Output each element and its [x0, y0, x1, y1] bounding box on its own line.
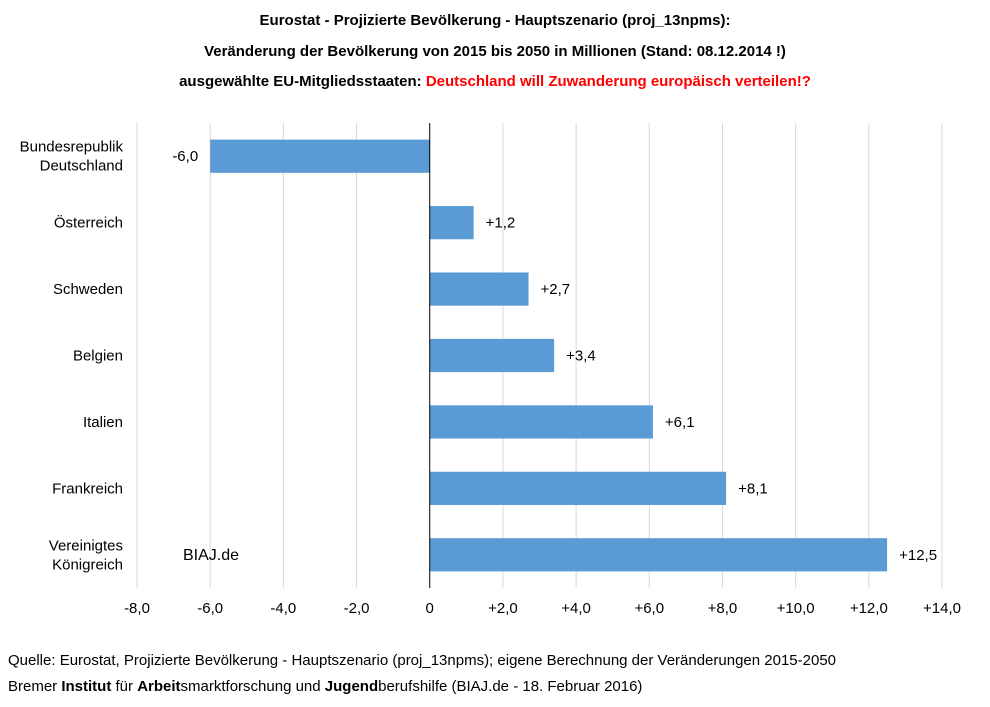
bar [429, 206, 474, 240]
category-label-line: Österreich [54, 214, 123, 232]
publisher-part-5: Jugend [324, 678, 379, 695]
publisher-part-3: Arbeit [137, 678, 181, 695]
data-label: +1,2 [486, 215, 516, 232]
x-tick-label: -4,0 [270, 600, 296, 617]
publisher-note: Bremer Institut für Arbeitsmarktforschun… [8, 678, 642, 695]
data-label: +2,7 [541, 281, 571, 298]
category-label-line: Königreich [52, 556, 123, 573]
category-label-line: Vereinigtes [49, 537, 123, 554]
title-highlight: Deutschland will Zuwanderung europäisch … [425, 73, 811, 90]
x-tick-label: -8,0 [124, 600, 150, 617]
bar [210, 139, 430, 173]
source-note: Quelle: Eurostat, Projizierte Bevölkerun… [8, 652, 837, 669]
x-tick-label: +12,0 [850, 600, 888, 617]
category-label-line: Frankreich [52, 480, 123, 497]
x-tick-label: +4,0 [561, 600, 591, 617]
publisher-part-0: Bremer [8, 678, 62, 695]
publisher-part-1: Institut [61, 678, 112, 695]
category-label-line: Italien [83, 414, 123, 431]
publisher-part-2: für [111, 678, 138, 695]
category-label-line: Deutschland [40, 158, 123, 175]
chart-title-line-2: Veränderung der Bevölkerung von 2015 bis… [204, 43, 786, 60]
data-label: -6,0 [172, 148, 198, 165]
data-label: +3,4 [566, 348, 596, 365]
bar [429, 405, 653, 439]
x-tick-label: +8,0 [708, 600, 738, 617]
x-tick-label: 0 [426, 600, 434, 617]
data-label: +8,1 [738, 480, 768, 497]
category-label: Österreich [54, 214, 123, 232]
chart-title-line-3: ausgewählte EU-Mitgliedsstaaten: Deutsch… [0, 73, 990, 90]
title-prefix: ausgewählte EU-Mitgliedsstaaten: [179, 73, 422, 90]
bar [429, 471, 727, 505]
data-label: +12,5 [899, 547, 937, 564]
x-tick-label: +10,0 [777, 600, 815, 617]
x-tick-label: -2,0 [344, 600, 370, 617]
category-label: Vereinigtes Königreich [49, 537, 123, 573]
x-tick-label: -6,0 [197, 600, 223, 617]
watermark: BIAJ.de [183, 547, 239, 564]
publisher-part-4: smarktforschung und [180, 678, 325, 695]
bar [429, 272, 529, 306]
category-label: Schweden [53, 281, 123, 298]
bar [429, 538, 888, 572]
x-tick-label: +6,0 [634, 600, 664, 617]
x-tick-label: +2,0 [488, 600, 518, 617]
data-label: +6,1 [665, 414, 695, 431]
category-label: Italien [83, 414, 123, 431]
category-label: Belgien [73, 348, 123, 365]
bar [429, 338, 555, 373]
chart-title-line-1: Eurostat - Projizierte Bevölkerung - Hau… [259, 12, 731, 29]
category-label: Frankreich [52, 480, 123, 497]
category-label: Bundesrepublik Deutschland [20, 139, 124, 175]
publisher-part-6: berufshilfe (BIAJ.de - 18. Februar 2016) [378, 678, 643, 695]
category-label-line: Belgien [73, 348, 123, 365]
category-label-line: Schweden [53, 281, 123, 298]
x-tick-label: +14,0 [923, 600, 961, 617]
category-label-line: Bundesrepublik [20, 139, 124, 156]
